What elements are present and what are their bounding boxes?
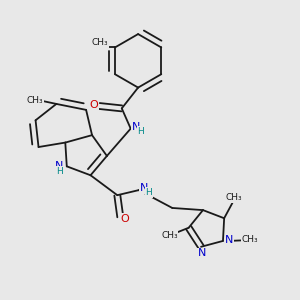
- Text: N: N: [55, 161, 64, 171]
- Text: N: N: [140, 183, 148, 193]
- Text: H: H: [56, 167, 63, 176]
- Text: CH₃: CH₃: [161, 231, 178, 240]
- Text: CH₃: CH₃: [91, 38, 108, 47]
- Text: H: H: [137, 127, 144, 136]
- Text: O: O: [121, 214, 129, 224]
- Text: N: N: [225, 235, 234, 245]
- Text: N: N: [198, 248, 206, 258]
- Text: O: O: [90, 100, 98, 110]
- Text: H: H: [146, 188, 152, 197]
- Text: CH₃: CH₃: [242, 235, 258, 244]
- Text: CH₃: CH₃: [26, 96, 43, 105]
- Text: CH₃: CH₃: [226, 193, 242, 202]
- Text: N: N: [132, 122, 140, 132]
